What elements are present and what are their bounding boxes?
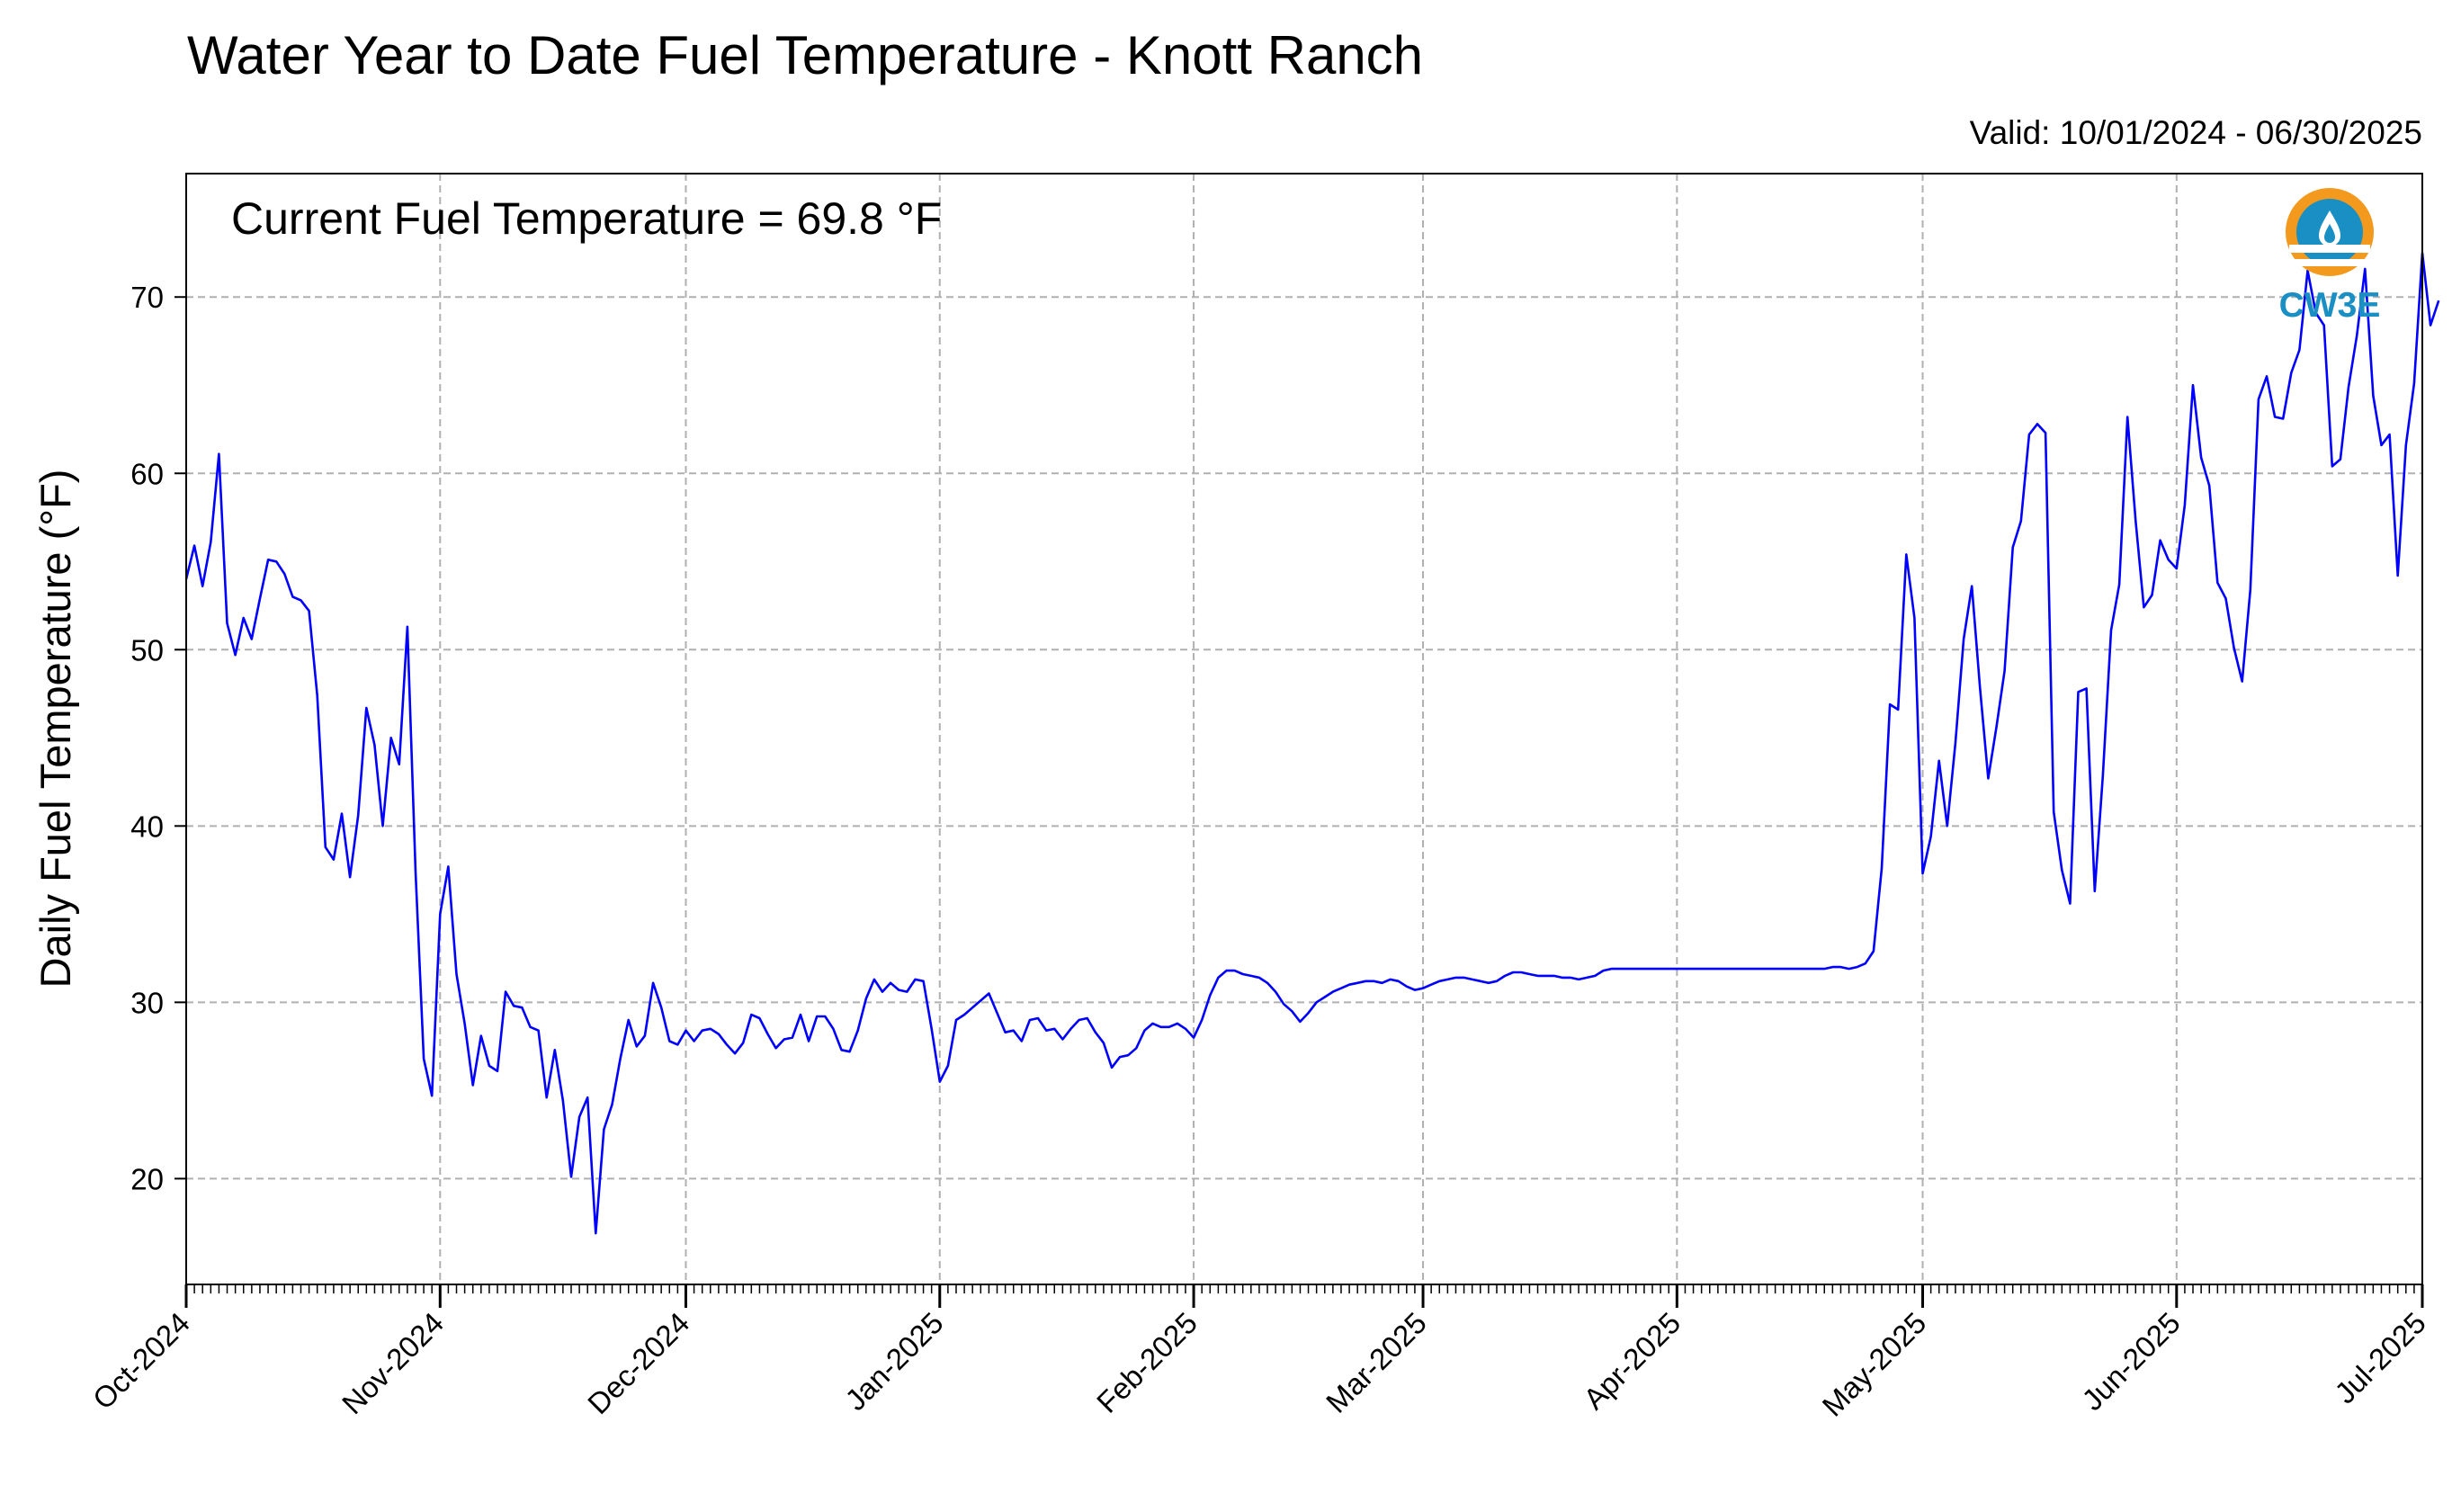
current-fuel-temperature-annotation: Current Fuel Temperature = 69.8 °F	[231, 193, 942, 244]
x-tick-label: May-2025	[1816, 1306, 1933, 1423]
y-tick-label: 30	[130, 986, 164, 1019]
x-tick-label: Apr-2025	[1577, 1306, 1687, 1416]
x-tick-label: Mar-2025	[1320, 1306, 1433, 1419]
x-tick-label: Feb-2025	[1090, 1306, 1204, 1419]
x-tick-label: Oct-2024	[86, 1306, 196, 1416]
axis-ticks: 20 30 40 50 60 70 Oct-2024 Nov-2024 Dec-2024 Jan-…	[86, 281, 2432, 1422]
logo-text: CW3E	[2279, 286, 2381, 325]
x-tick-label: Jul-2025	[2328, 1306, 2432, 1410]
y-tick-label: 60	[130, 457, 164, 490]
x-tick-label: Jun-2025	[2075, 1306, 2186, 1417]
valid-date-range: Valid: 10/01/2024 - 06/30/2025	[1970, 114, 2422, 151]
x-tick-label: Nov-2024	[336, 1306, 450, 1420]
chart-title: Water Year to Date Fuel Temperature - Kn…	[187, 25, 1423, 85]
plot-frame	[185, 173, 2423, 1285]
y-tick-label: 70	[130, 281, 164, 314]
y-tick-label: 40	[130, 810, 164, 843]
y-tick-label: 50	[130, 633, 164, 667]
fuel-temperature-line	[184, 251, 2440, 1235]
y-axis-label: Daily Fuel Temperature (°F)	[31, 470, 79, 989]
grid-lines	[185, 174, 2423, 1284]
y-tick-label: 20	[130, 1162, 164, 1195]
x-tick-label: Jan-2025	[838, 1306, 949, 1417]
x-tick-label: Dec-2024	[581, 1306, 695, 1420]
data-series	[184, 251, 2440, 1235]
water-drop-sun-logo: CW3E	[2279, 188, 2381, 325]
